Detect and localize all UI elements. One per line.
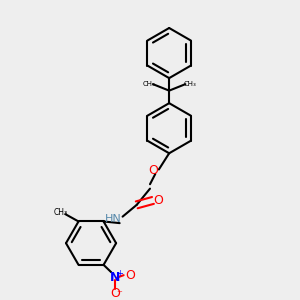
Text: CH₃: CH₃ <box>183 81 196 87</box>
Text: ⁻: ⁻ <box>116 290 122 300</box>
Text: O: O <box>153 194 163 207</box>
Text: O: O <box>125 269 135 282</box>
Text: O: O <box>110 287 120 300</box>
Text: +: + <box>116 269 123 278</box>
Text: N: N <box>110 271 120 284</box>
Text: O: O <box>148 164 158 178</box>
Text: CH₃: CH₃ <box>142 81 155 87</box>
Text: HN: HN <box>105 214 122 224</box>
Text: CH₃: CH₃ <box>53 208 67 217</box>
